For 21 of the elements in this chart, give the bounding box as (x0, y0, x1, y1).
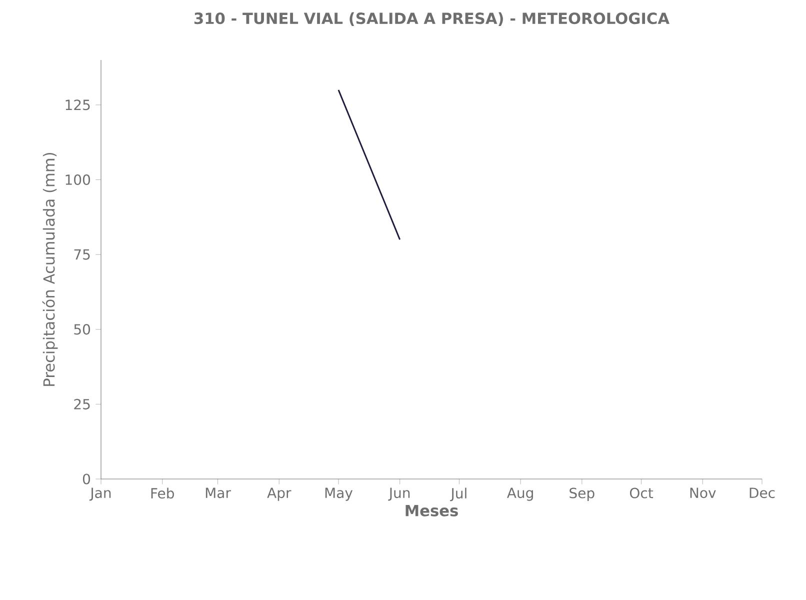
x-tick-label: Oct (630, 488, 654, 498)
x-axis-title: Meses (406, 504, 458, 516)
x-tick-label: Dec (750, 488, 775, 498)
x-tick-label: Nov (690, 488, 716, 498)
y-tick-label: 25 (74, 398, 90, 410)
x-tick-label: Jun (388, 488, 410, 501)
y-tick-label: 50 (74, 324, 90, 335)
y-tick-label: 0 (82, 474, 90, 484)
x-tick-label: Sep (570, 488, 594, 502)
x-tick-label: Apr (267, 488, 292, 501)
y-tick-label: 100 (66, 174, 90, 185)
y-tick-label: 75 (74, 249, 90, 260)
x-tick-label: Aug (507, 488, 533, 501)
x-tick-label: Feb (151, 488, 174, 499)
x-tick-label: Jan (89, 488, 111, 501)
y-tick-label: 125 (66, 100, 90, 110)
chart-title: 310 - TUNEL VIAL (SALIDA A PRESA) - METEOROLOGICA (194, 12, 670, 26)
x-tick-label: Mar (206, 488, 231, 498)
y-axis-title: Precipitación Acumulada (mm) (42, 152, 58, 386)
x-tick-label: Jul (450, 488, 466, 502)
x-tick-label: May (325, 488, 353, 501)
